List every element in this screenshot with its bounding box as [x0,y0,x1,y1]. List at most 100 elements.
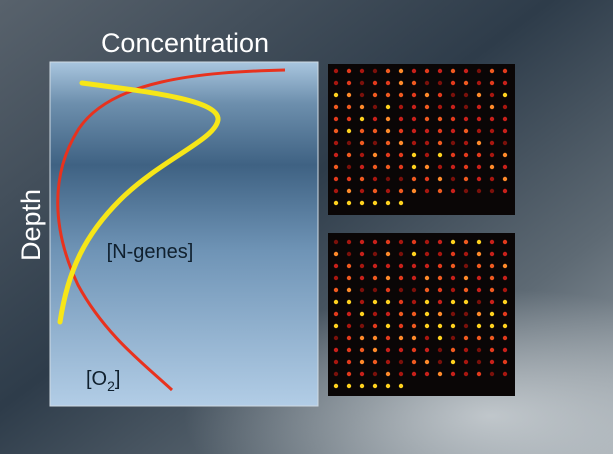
spot [373,276,377,280]
spot [503,288,507,292]
curve-label: [N-genes] [107,241,194,263]
spot [464,264,468,268]
spot [373,288,377,292]
spot [490,105,494,109]
spot [464,300,468,304]
spot [490,141,494,145]
spot [334,153,338,157]
spot [425,348,429,352]
spot [399,312,403,316]
spot [334,300,338,304]
spot [360,129,364,133]
spot [490,189,494,193]
spot [399,348,403,352]
spot [425,129,429,133]
spot [373,69,377,73]
spot [477,288,481,292]
spot [464,105,468,109]
spot [503,117,507,121]
spot [373,384,377,388]
microarray [328,64,515,215]
spot [412,153,416,157]
spot [373,129,377,133]
spot [425,153,429,157]
spot [464,117,468,121]
spot [399,372,403,376]
spot [399,81,403,85]
spot [360,153,364,157]
spot [373,165,377,169]
spot [438,336,442,340]
spot [451,189,455,193]
spot [451,252,455,256]
spot [464,81,468,85]
spot [477,141,481,145]
spot [451,288,455,292]
spot [490,312,494,316]
spot [477,252,481,256]
spot [386,153,390,157]
spot [360,372,364,376]
spot [477,372,481,376]
spot [386,117,390,121]
spot [464,177,468,181]
spot [347,312,351,316]
spot [464,336,468,340]
spot [438,360,442,364]
spot [347,288,351,292]
spot [451,312,455,316]
spot [360,81,364,85]
spot [399,324,403,328]
spot [464,324,468,328]
spot [490,324,494,328]
spot [425,372,429,376]
spot [347,165,351,169]
spot [490,81,494,85]
spot [503,360,507,364]
spot [503,240,507,244]
spot [373,348,377,352]
label-subscript: 2 [107,378,115,394]
spot [412,252,416,256]
spot [425,312,429,316]
spot [334,348,338,352]
spot [386,252,390,256]
spot [464,252,468,256]
spot [334,81,338,85]
spot [438,81,442,85]
spot [373,117,377,121]
spot [425,240,429,244]
spot [399,384,403,388]
spot [464,141,468,145]
spot [464,129,468,133]
spot [334,372,338,376]
spot [334,240,338,244]
spot [464,165,468,169]
spot [438,312,442,316]
spot [425,81,429,85]
spot [373,189,377,193]
spot [347,324,351,328]
spot [386,69,390,73]
spot [490,129,494,133]
spot [490,240,494,244]
spot [477,129,481,133]
spot [451,129,455,133]
spot [373,264,377,268]
spot [334,336,338,340]
spot [399,189,403,193]
spot [386,384,390,388]
spot [503,336,507,340]
spot [438,141,442,145]
spot [438,276,442,280]
spot [334,312,338,316]
spot [503,93,507,97]
spot [477,105,481,109]
spot [386,312,390,316]
spot [490,372,494,376]
spot [334,324,338,328]
spot [503,348,507,352]
spot [347,129,351,133]
spot [373,141,377,145]
spot [425,336,429,340]
